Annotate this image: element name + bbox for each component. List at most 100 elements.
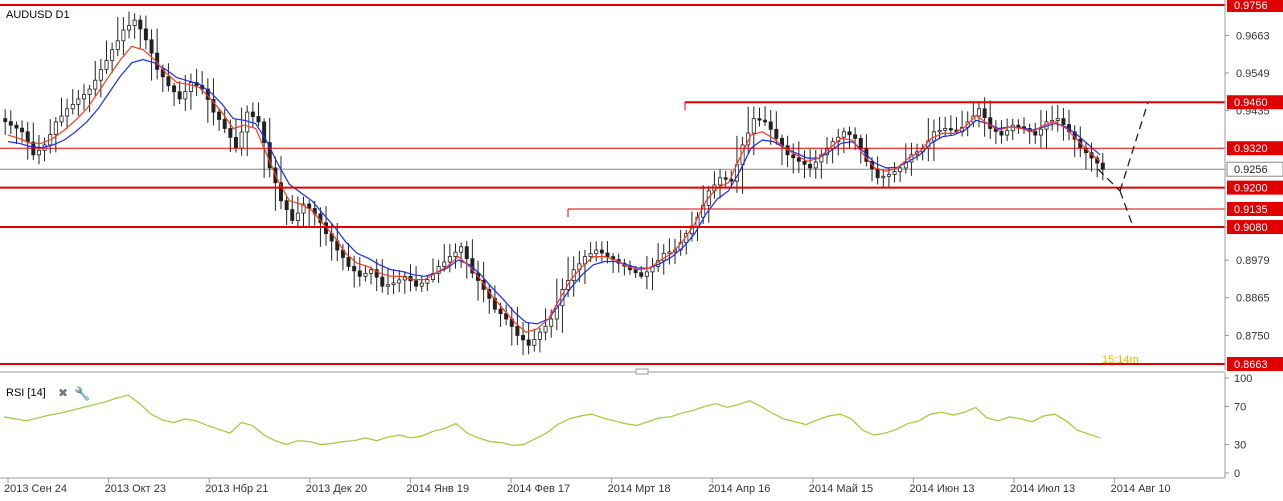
candle-body [718, 177, 723, 186]
candle-body [149, 39, 154, 54]
candle-body [858, 137, 863, 150]
candle-body [594, 249, 599, 255]
time-tick-label: 2014 Янв 19 [406, 483, 469, 495]
candle-body [138, 19, 143, 30]
candle-body [853, 134, 858, 139]
levels-layer [0, 4, 1225, 366]
level-price-box [1227, 201, 1283, 216]
candle-body [532, 338, 537, 346]
candle-body [481, 280, 486, 290]
candle-body [1061, 118, 1066, 125]
candle-body [121, 29, 126, 42]
time-tick-label: 2013 Нбр 21 [205, 483, 268, 495]
ema-blue-line [7, 58, 1101, 325]
candle-body [819, 154, 824, 163]
candle-body [20, 127, 25, 133]
candle-body [937, 129, 942, 133]
candle-body [425, 279, 430, 284]
rsi-layer [3, 394, 1101, 447]
candle-body [301, 203, 306, 214]
candle-body [222, 119, 227, 129]
time-tick-label: 2014 Май 15 [809, 483, 873, 495]
candle-body [104, 60, 109, 70]
candle-body [943, 128, 948, 131]
candle-body [504, 313, 509, 320]
moving-averages-layer [7, 45, 1101, 333]
price-tick-label: 0.9663 [1236, 31, 1270, 43]
level-price-label: 0.8663 [1234, 359, 1268, 371]
candle-body [813, 161, 818, 169]
candle-body [543, 325, 548, 333]
candle-body [999, 131, 1004, 136]
chart-title: AUDUSD D1 [6, 9, 70, 21]
candle-body [352, 266, 357, 272]
candle-body [588, 253, 593, 258]
candle-body [644, 271, 649, 277]
wrench-icon[interactable]: 🔧 [74, 385, 90, 401]
candle-body [414, 280, 419, 287]
candle-body [605, 252, 610, 258]
candle-body [1016, 124, 1021, 128]
candle-body [808, 163, 813, 169]
candle-body [172, 85, 177, 93]
close-icon[interactable]: ✖ [58, 386, 68, 400]
level-price-box [1227, 357, 1283, 372]
candle-body [143, 28, 148, 41]
candle-body [554, 305, 559, 320]
candle-body [59, 115, 64, 123]
candle-body [183, 91, 188, 100]
candle-body [791, 154, 796, 159]
candle-body [295, 212, 300, 221]
candle-body [746, 132, 751, 146]
candle-body [841, 131, 846, 138]
candle-body [768, 121, 773, 130]
price-tick-label: 0.8865 [1236, 293, 1270, 305]
candle-body [70, 103, 75, 110]
candle-body [25, 131, 30, 143]
ema-red-line [7, 45, 1101, 333]
candle-body [369, 269, 374, 274]
time-tick-label: 2014 Июл 13 [1010, 483, 1075, 495]
candle-body [537, 331, 542, 340]
candle-body [250, 111, 255, 117]
time-tick-label: 2014 Авг 10 [1111, 483, 1171, 495]
candle-body [667, 251, 672, 254]
candle-body [3, 118, 8, 123]
candle-body [115, 40, 120, 51]
time-tick-label: 2013 Дек 20 [306, 483, 367, 495]
candle-body [385, 284, 390, 287]
candle-body [903, 161, 908, 169]
candle-body [357, 270, 362, 277]
candle-body [723, 177, 728, 180]
candle-body [599, 249, 604, 254]
panel-resize-handle[interactable] [635, 368, 649, 375]
candle-body [1005, 130, 1010, 136]
forecast-line-up [1119, 102, 1149, 192]
candle-body [763, 119, 768, 123]
candle-body [98, 68, 103, 81]
candle-body [442, 261, 447, 267]
candle-body [380, 276, 385, 287]
candle-body [188, 82, 193, 92]
level-price-label: 0.9080 [1234, 222, 1268, 234]
price-tick-label: 0.8979 [1236, 255, 1270, 267]
candle-body [82, 94, 87, 100]
candle-body [639, 272, 644, 277]
time-tick-label: 2013 Окт 23 [105, 483, 166, 495]
price-tick-label: 0.8750 [1236, 330, 1270, 342]
candle-body [1038, 128, 1043, 136]
candle-body [233, 136, 238, 149]
time-tick-label: 2014 Июн 13 [909, 483, 974, 495]
level-price-box [1227, 220, 1283, 235]
candle-body [459, 246, 464, 253]
level-price-box [1227, 95, 1283, 110]
candle-body [1055, 118, 1060, 121]
candle-body [87, 88, 92, 95]
candle-body [217, 111, 222, 120]
candle-body [228, 128, 233, 138]
rsi-tick-label: 0 [1234, 468, 1240, 480]
candle-body [267, 142, 272, 169]
candle-body [363, 272, 368, 277]
